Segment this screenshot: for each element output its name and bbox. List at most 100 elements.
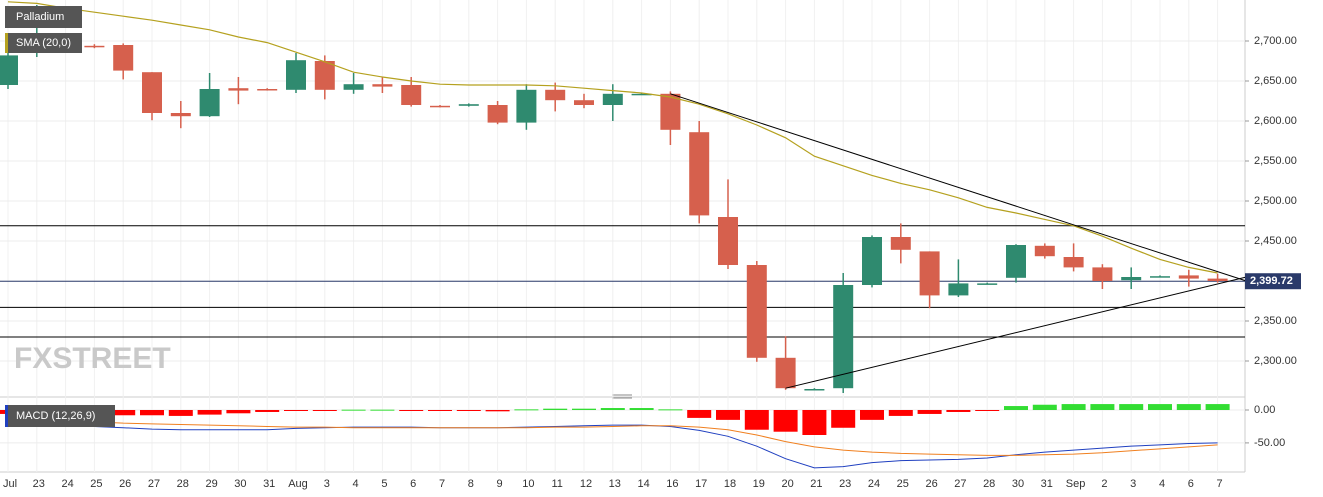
candle-body: [487, 105, 508, 123]
histogram-bar: [600, 408, 625, 410]
price-label: 2,399.72: [1250, 275, 1293, 287]
panel-handle[interactable]: [612, 394, 632, 399]
y-tick-label: 2,650.00: [1254, 75, 1297, 87]
x-tick-label: 23: [839, 478, 851, 490]
candle-body: [1006, 245, 1026, 278]
candle-body: [516, 89, 537, 123]
histogram-bar: [514, 409, 539, 411]
macd-title: MACD (12,26,9): [16, 410, 95, 422]
macd-line: [7, 417, 1218, 456]
candle-body: [1063, 257, 1084, 268]
candle-body: [1150, 276, 1170, 278]
chart-title: Palladium: [16, 11, 64, 23]
histogram-bar: [284, 410, 308, 411]
candle-body: [1034, 245, 1055, 257]
candle-body: [718, 217, 738, 265]
y-tick-label: 2,550.00: [1254, 155, 1297, 167]
histogram-bar: [687, 410, 712, 418]
x-tick-label: 17: [695, 478, 707, 490]
histogram-bar: [1176, 404, 1201, 410]
x-tick-label: 7: [439, 478, 445, 490]
trend-line: [785, 276, 1247, 389]
y-tick-label: 2,500.00: [1254, 195, 1297, 207]
candle-body: [660, 93, 681, 130]
legend-label: SMA (20,0): [16, 37, 71, 49]
histogram-bar: [226, 410, 251, 414]
legend-swatch: [5, 33, 8, 53]
candle-body: [228, 88, 249, 91]
x-tick-label: 3: [1130, 478, 1136, 490]
x-tick-label: 24: [868, 478, 880, 490]
x-tick-label: 16: [666, 478, 678, 490]
x-tick-label: 21: [810, 478, 822, 490]
histogram-bar: [572, 408, 596, 410]
histogram-bar: [744, 410, 769, 430]
histogram-bar: [543, 408, 568, 410]
histogram-bar: [399, 410, 424, 411]
x-tick-label: 2: [1101, 478, 1107, 490]
candle-body: [170, 113, 191, 117]
histogram-bar: [456, 410, 481, 411]
histogram-bar: [140, 410, 164, 416]
x-tick-label: Jul: [3, 478, 17, 490]
histogram-bar: [975, 410, 1000, 411]
x-tick-label: 10: [522, 478, 534, 490]
y-tick-label: 2,350.00: [1254, 315, 1297, 327]
histogram-bar: [888, 410, 913, 416]
histogram-bar: [1119, 404, 1144, 410]
x-tick-label: 9: [497, 478, 503, 490]
candle-body: [401, 85, 422, 105]
candle-body: [84, 45, 105, 48]
x-tick-label: 12: [580, 478, 592, 490]
x-tick-label: Sep: [1066, 478, 1086, 490]
x-tick-label: 28: [177, 478, 189, 490]
candle-body: [1121, 277, 1142, 281]
candle-body: [890, 237, 911, 250]
x-tick-label: 24: [61, 478, 73, 490]
candle-body: [977, 283, 998, 285]
candle-body: [257, 89, 278, 91]
candle-body: [430, 105, 450, 108]
histogram-bar: [658, 409, 683, 411]
candle-body: [1207, 278, 1228, 281]
histogram-bar: [111, 410, 136, 416]
x-tick-label: 6: [1188, 478, 1194, 490]
legend-box: [5, 6, 82, 28]
candle-body: [113, 45, 134, 71]
candle-body: [0, 55, 18, 85]
x-tick-label: Aug: [288, 478, 308, 490]
x-tick-label: 26: [925, 478, 937, 490]
x-tick-label: 28: [983, 478, 995, 490]
plot-area: [0, 0, 1247, 472]
x-tick-label: 30: [1012, 478, 1024, 490]
x-tick-label: 7: [1217, 478, 1223, 490]
histogram-bar: [1205, 404, 1230, 410]
x-tick-label: 14: [637, 478, 649, 490]
y-tick-label: 2,700.00: [1254, 35, 1297, 47]
histogram-bar: [168, 410, 193, 416]
x-tick-label: 30: [234, 478, 246, 490]
x-tick-label: 4: [353, 478, 359, 490]
x-tick-label: 6: [410, 478, 416, 490]
legend-swatch: [5, 405, 8, 427]
legend-box: [5, 405, 115, 427]
x-tick-label: 25: [90, 478, 102, 490]
candle-body: [372, 84, 393, 87]
legend-box: [5, 33, 82, 53]
candle-body: [199, 89, 220, 117]
y-tick-label: 2,450.00: [1254, 235, 1297, 247]
candle-body: [545, 89, 566, 101]
histogram-bar: [629, 408, 654, 410]
x-tick-label: 26: [119, 478, 131, 490]
x-tick-label: 18: [724, 478, 736, 490]
x-tick-label: 11: [551, 478, 562, 490]
histogram-bar: [197, 410, 222, 415]
x-tick-label: 4: [1159, 478, 1165, 490]
histogram-bar: [946, 410, 971, 412]
candle-body: [804, 389, 825, 391]
x-tick-label: 8: [468, 478, 474, 490]
histogram-bar: [831, 410, 856, 428]
histogram-bar: [255, 410, 280, 412]
x-tick-label: 29: [205, 478, 217, 490]
